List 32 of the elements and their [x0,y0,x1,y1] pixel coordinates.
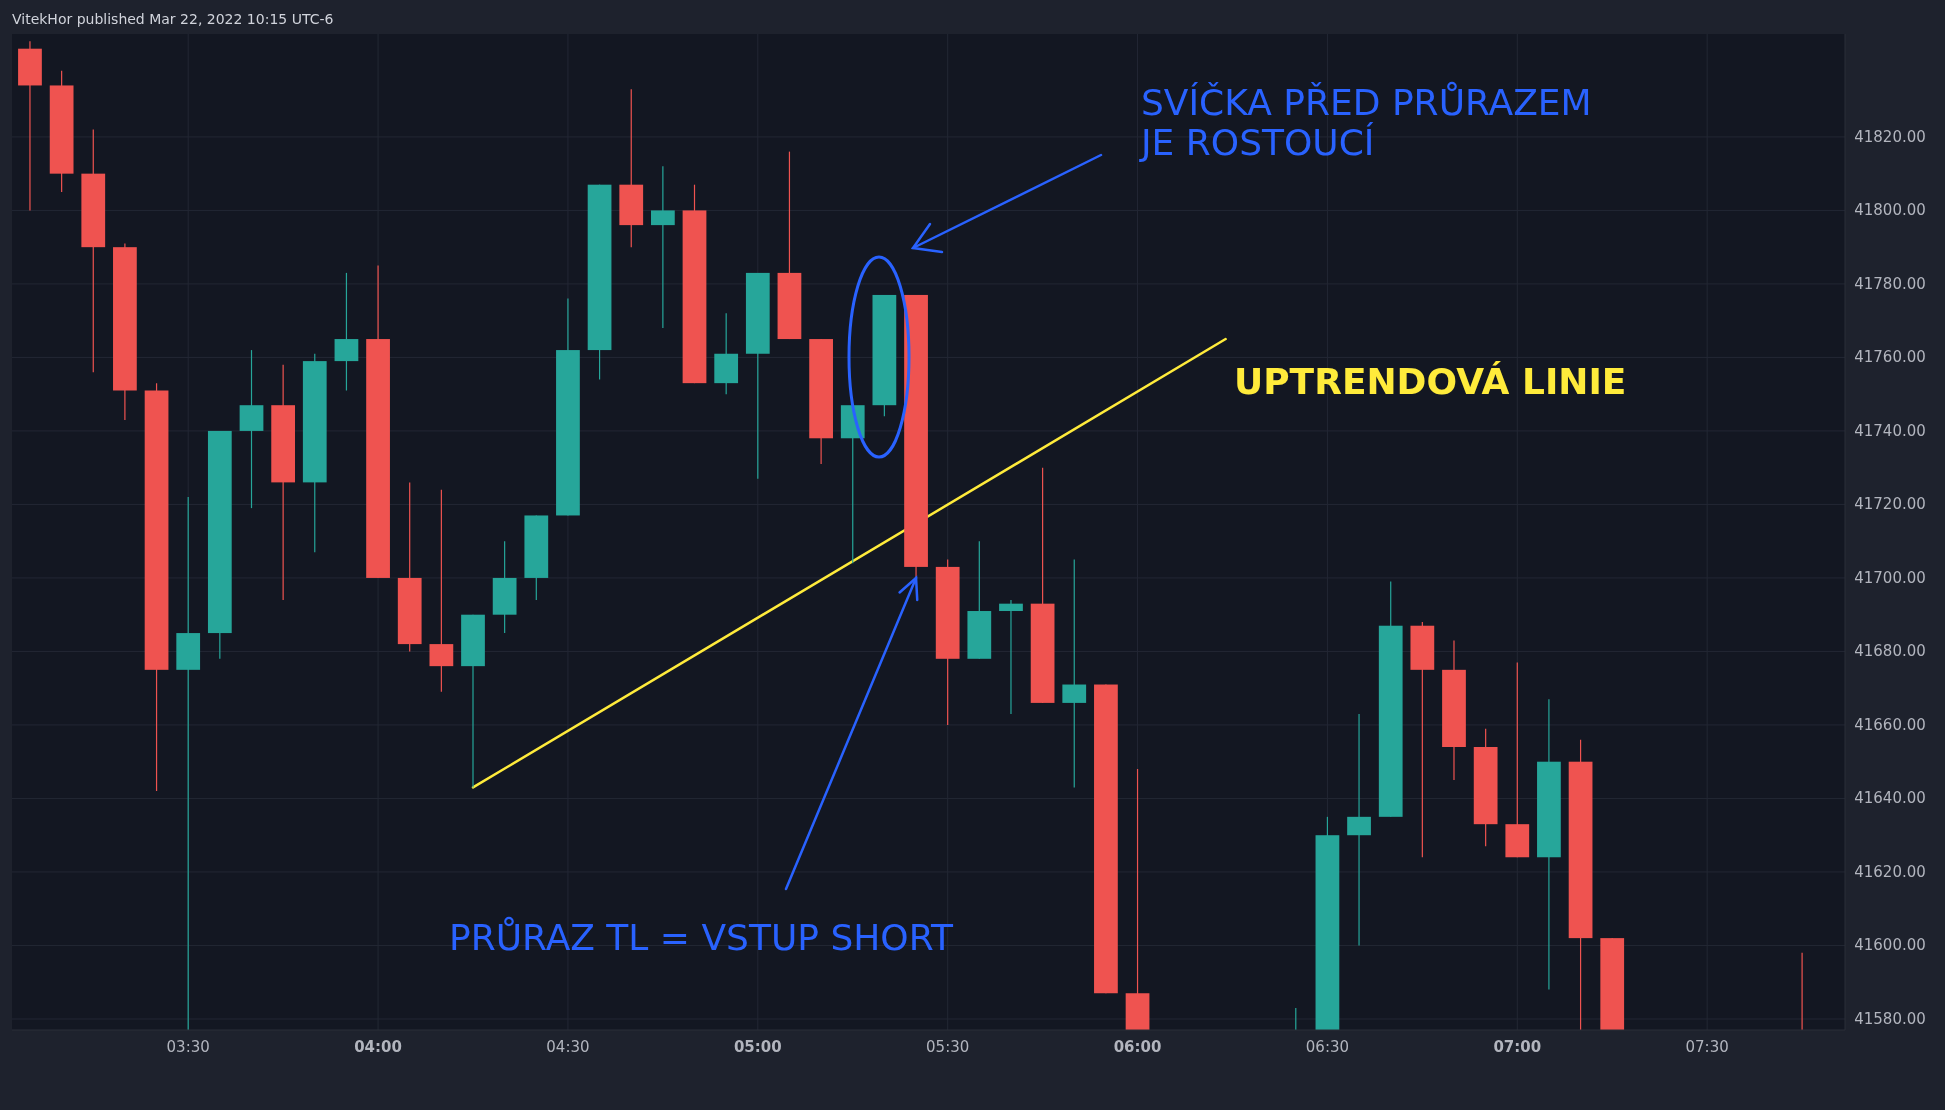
x-tick-label: 06:30 [1305,1038,1350,1056]
y-tick-label: 41820.00 [1854,127,1926,146]
x-tick-label: 03:30 [166,1038,210,1056]
y-tick-label: 41600.00 [1854,936,1926,955]
candlestick [999,599,1023,715]
candlestick [1062,558,1087,789]
x-tick-label: 07:30 [1685,1038,1729,1056]
y-tick-label: 41620.00 [1854,862,1926,881]
y-tick-label: 41760.00 [1854,348,1926,367]
x-tick-label: 04:30 [546,1038,590,1056]
candlestick [334,272,359,392]
x-tick-label: 04:00 [354,1038,402,1056]
annotation: PRŮRAZ TL = VSTUP SHORT [449,916,955,958]
candlestick [1347,713,1371,947]
y-tick-label: 41700.00 [1854,568,1926,587]
annotation: UPTRENDOVÁ LINIE [1234,361,1627,402]
candlestick [429,489,454,693]
y-tick-label: 41780.00 [1854,274,1926,293]
y-tick-label: 41720.00 [1854,495,1926,514]
x-tick-label: 05:30 [926,1038,970,1056]
y-tick-label: 41740.00 [1854,421,1926,440]
candlestick [651,165,675,329]
y-tick-label: 41680.00 [1854,642,1926,661]
y-tick-label: 41660.00 [1854,715,1926,734]
x-tick-label: 06:00 [1113,1038,1162,1056]
y-tick-label: 41640.00 [1854,789,1926,808]
chart-title: VitekHor published Mar 22, 2022 10:15 UTC-6 [12,11,334,27]
x-tick-label: 05:00 [733,1038,782,1056]
x-tick-label: 07:00 [1493,1038,1542,1056]
annotation: SVÍČKA PŘED PRŮRAZEM JE ROSTOUCÍ [1139,81,1592,163]
y-tick-label: 41580.00 [1854,1009,1926,1028]
y-tick-label: 41800.00 [1854,201,1926,220]
